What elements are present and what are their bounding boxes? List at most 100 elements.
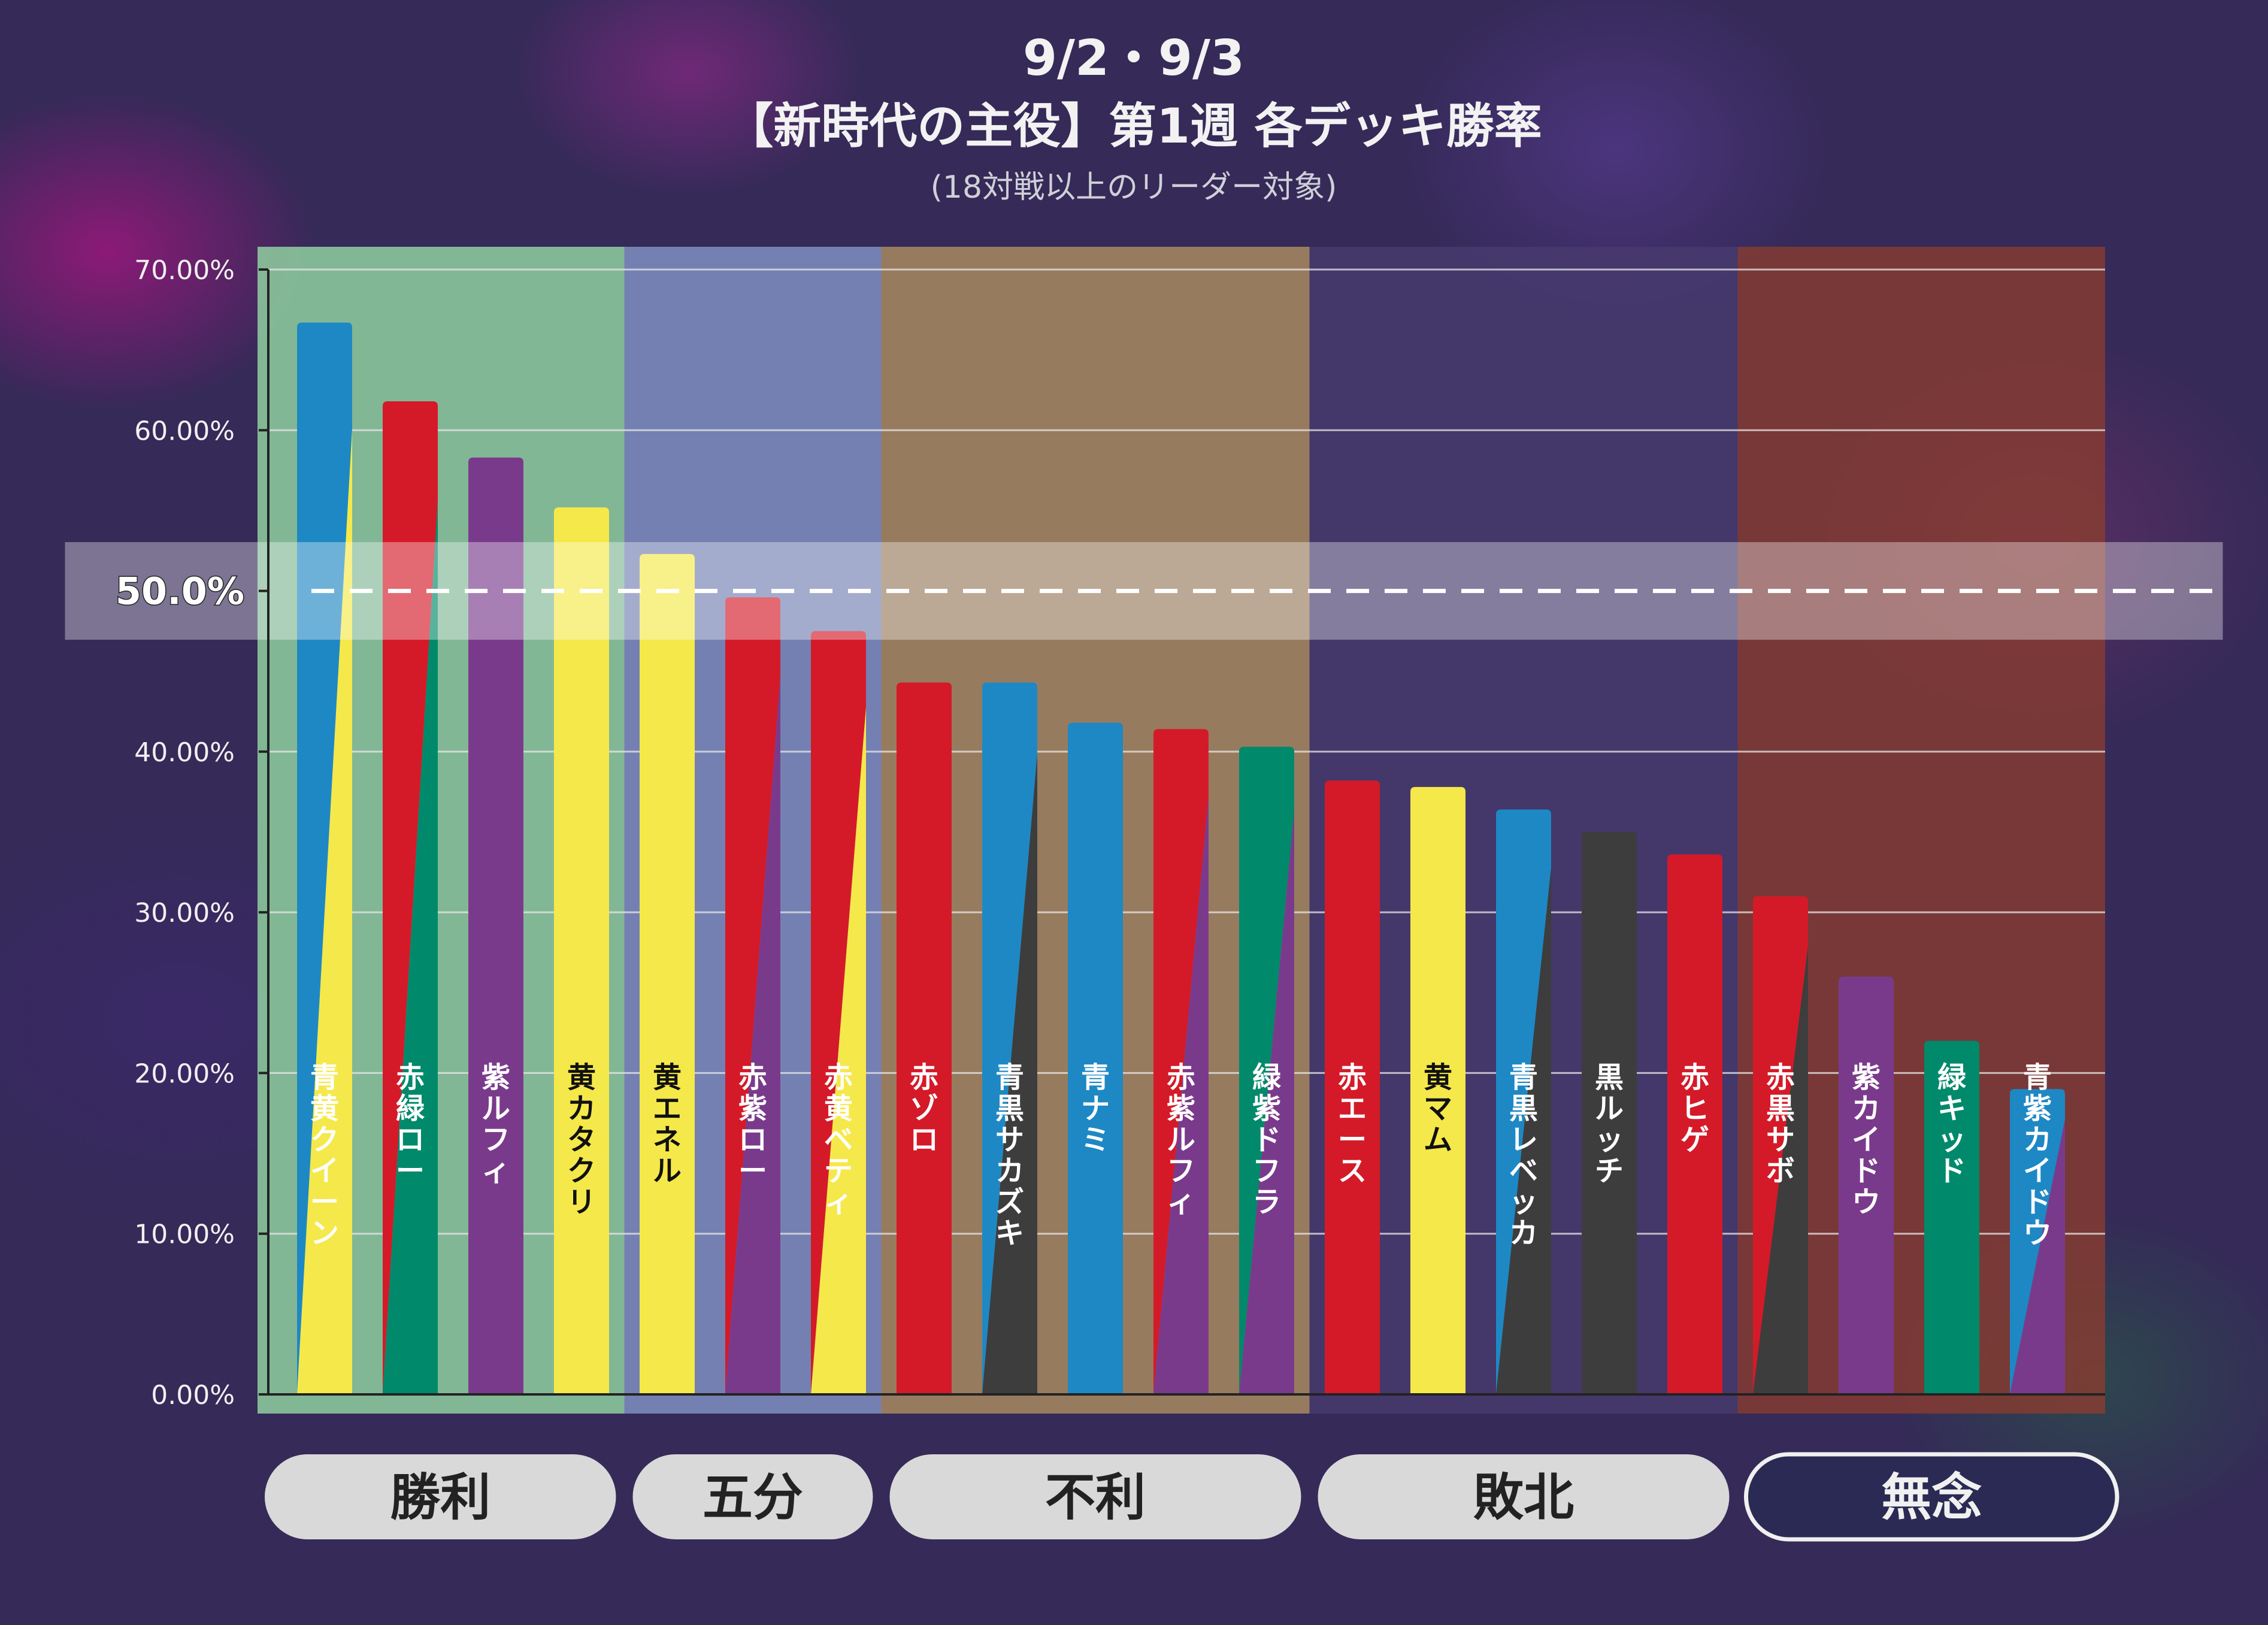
zone-button-3: 敗北 <box>1318 1454 1730 1539</box>
bar-紫カイドウ: 紫カイドウ <box>1839 976 1894 1394</box>
zone-button-label: 不利 <box>1045 1468 1146 1527</box>
bar-fill-primary <box>1496 809 1551 1394</box>
bar-label: 緑キッド <box>1937 1061 1967 1188</box>
bar-label: 赤黄ベティ <box>824 1061 853 1219</box>
bar-青紫カイドウ: 青紫カイドウ <box>2010 1061 2065 1394</box>
bar-赤ヒゲ: 赤ヒゲ <box>1667 854 1722 1394</box>
bar-fill-secondary <box>297 429 352 1394</box>
zone-button-2: 不利 <box>889 1454 1301 1539</box>
bar-label: 黄マム <box>1424 1061 1452 1157</box>
bar-label: 紫カイドウ <box>1852 1061 1881 1219</box>
reference-label: 50.0% <box>116 570 244 613</box>
zone-button-label: 勝利 <box>390 1468 490 1527</box>
bar-黒ルッチ: 黒ルッチ <box>1582 832 1637 1394</box>
zone-button-1: 五分 <box>632 1454 873 1539</box>
zone-button-bg <box>265 1454 616 1539</box>
bar-label: 赤黒サボ <box>1766 1061 1795 1188</box>
bar-label: 黒ルッチ <box>1595 1061 1624 1188</box>
zone-button-label: 五分 <box>702 1468 803 1527</box>
bar-黄カタクリ: 黄カタクリ <box>554 507 609 1394</box>
zone-button-label: 無念 <box>1881 1468 1982 1527</box>
bar-fill-secondary <box>982 754 1037 1394</box>
bar-fill <box>1839 976 1894 1394</box>
y-tick-label: 20.00% <box>134 1058 235 1089</box>
zone-button-bg <box>1318 1454 1730 1539</box>
bar-fill-secondary <box>383 500 438 1394</box>
bar-fill <box>1924 1040 1979 1394</box>
bar-fill-secondary <box>1239 811 1294 1394</box>
zone-button-0: 勝利 <box>265 1454 616 1539</box>
bar-fill-secondary <box>1153 795 1209 1394</box>
bar-fill-secondary <box>811 707 866 1394</box>
bar-fill-primary <box>811 631 866 1394</box>
bar-fill <box>554 507 609 1394</box>
bar-緑キッド: 緑キッド <box>1924 1040 1979 1394</box>
bar-紫ルフィ: 紫ルフィ <box>468 457 523 1394</box>
bar-label: 赤ヒゲ <box>1680 1061 1709 1157</box>
bar-fill-primary <box>1753 896 1808 1394</box>
bar-fill-secondary <box>2010 1119 2065 1394</box>
bar-label: 黄エネル <box>653 1061 682 1188</box>
bar-label: 青紫カイドウ <box>2023 1061 2052 1250</box>
y-tick-label: 30.00% <box>134 898 235 928</box>
bar-青黒レベッカ: 青黒レベッカ <box>1496 809 1551 1394</box>
bar-label: 赤紫ロー <box>738 1061 767 1188</box>
zone-button-bg <box>1744 1452 2119 1542</box>
bar-fill <box>640 553 695 1394</box>
zone-button-bg <box>632 1454 873 1539</box>
bar-赤黄ベティ: 赤黄ベティ <box>811 631 866 1394</box>
bar-fill-primary <box>1239 746 1294 1394</box>
bar-label: 赤紫ルフィ <box>1167 1061 1195 1219</box>
zone-button-label: 敗北 <box>1473 1468 1574 1527</box>
bar-赤黒サボ: 赤黒サボ <box>1753 896 1808 1394</box>
reference-band: 50.0% <box>65 542 2223 640</box>
bar-赤紫ロー: 赤紫ロー <box>725 597 780 1394</box>
bar-青黒サカズキ: 青黒サカズキ <box>982 682 1037 1394</box>
y-tick-label: 0.00% <box>151 1380 235 1411</box>
bar-fill-secondary <box>725 677 780 1394</box>
bar-fill <box>468 457 523 1394</box>
bar-赤ゾロ: 赤ゾロ <box>897 682 952 1394</box>
bar-fill-primary <box>383 401 438 1394</box>
chart-date: 9/2・9/3 <box>1023 30 1244 87</box>
bar-label: 黄カタクリ <box>567 1061 596 1219</box>
bar-fill-primary <box>725 597 780 1394</box>
zone-button-bg <box>889 1454 1301 1539</box>
chart-title: 【新時代の主役】第1週 各デッキ勝率 <box>725 98 1542 154</box>
y-axis: 0.00% 10.00% 20.00% 30.00% 40.00% 60.00% 70.00… <box>134 255 2105 1411</box>
bar-黄マム: 黄マム <box>1410 786 1465 1394</box>
bar-赤紫ルフィ: 赤紫ルフィ <box>1153 729 1209 1394</box>
bar-fill <box>1410 786 1465 1394</box>
bar-青ナミ: 青ナミ <box>1068 722 1123 1394</box>
zone-button-4: 無念 <box>1744 1452 2119 1542</box>
bar-赤緑ロー: 赤緑ロー <box>383 401 438 1394</box>
bar-fill-primary <box>982 682 1037 1394</box>
y-tick-label: 40.00% <box>134 737 235 768</box>
bar-label: 青黒サカズキ <box>995 1061 1024 1250</box>
y-tick-label: 60.00% <box>134 416 235 446</box>
bars: 青黄クイーン 赤緑ロー 紫ルフィ 黄カタクリ 黄エネル 赤紫ロー 赤黄ベティ 赤ゾロ 青黒サカズ… <box>297 322 2065 1394</box>
bar-青黄クイーン: 青黄クイーン <box>297 322 352 1394</box>
bar-赤エース: 赤エース <box>1325 780 1380 1394</box>
bar-label: 赤緑ロー <box>396 1061 425 1188</box>
bar-label: 青ナミ <box>1081 1061 1110 1157</box>
y-tick-label: 10.00% <box>134 1219 235 1250</box>
bar-fill-primary <box>297 322 352 1394</box>
bar-label: 青黒レベッカ <box>1509 1061 1538 1250</box>
bar-label: 赤ゾロ <box>910 1061 938 1157</box>
bar-黄エネル: 黄エネル <box>640 553 695 1394</box>
bar-緑紫ドフラ: 緑紫ドフラ <box>1239 746 1294 1394</box>
bar-fill <box>1325 780 1380 1394</box>
bar-fill-secondary <box>1496 868 1551 1394</box>
bar-label: 赤エース <box>1338 1061 1367 1188</box>
y-tick-label: 70.00% <box>134 255 235 286</box>
bar-fill-primary <box>1153 729 1209 1394</box>
bar-fill <box>897 682 952 1394</box>
zone-category-buttons: 勝利 五分 不利 敗北 無念 <box>265 1452 2119 1542</box>
bar-label: 青黄クイーン <box>310 1061 339 1250</box>
bar-fill-primary <box>2010 1089 2065 1394</box>
bar-fill <box>1667 854 1722 1394</box>
bar-fill <box>1582 832 1637 1394</box>
